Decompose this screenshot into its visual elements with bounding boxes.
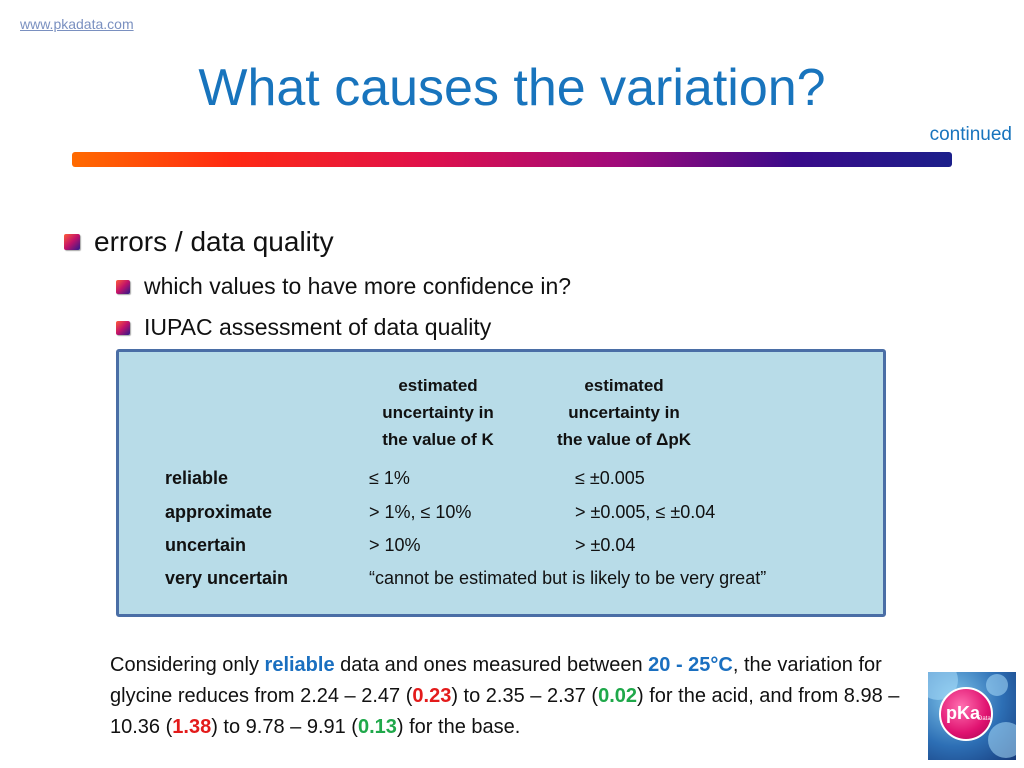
row-k-value: > 1%, ≤ 10% xyxy=(369,502,472,522)
bullet-main: errors / data quality xyxy=(64,226,334,258)
row-label: uncertain xyxy=(165,535,247,555)
header-line: estimated xyxy=(398,376,478,395)
row-dpk-value: > ±0.04 xyxy=(575,535,636,555)
note-highlight-reliable: reliable xyxy=(264,654,335,676)
header-line: uncertainty in xyxy=(382,403,494,422)
bullet-square-icon xyxy=(64,234,80,250)
note-text: data and ones measured between xyxy=(334,654,649,676)
note-value-green: 0.13 xyxy=(357,716,397,738)
note-value-green: 0.02 xyxy=(598,685,638,707)
header-line: estimated xyxy=(584,376,664,395)
bullet-square-icon xyxy=(116,279,130,294)
row-k-value: ≤ 1% xyxy=(369,468,410,488)
site-link[interactable]: www.pkadata.com xyxy=(20,16,134,32)
note-highlight-temp: 20 - 25°C xyxy=(648,654,733,676)
bullet-main-text: errors / data quality xyxy=(94,226,334,257)
logo-disc-icon xyxy=(939,687,993,741)
header-line: the value of K xyxy=(382,430,494,449)
note-text: ) to 9.78 – 9.91 ( xyxy=(211,716,358,738)
row-k-value: > 10% xyxy=(369,535,421,555)
logo-subtext: Data xyxy=(978,716,991,722)
row-k-value: “cannot be estimated but is likely to be… xyxy=(369,568,767,588)
note-text: ) for the base. xyxy=(396,716,521,738)
bullet-sub-1-text: which values to have more confidence in? xyxy=(144,273,572,299)
header-line: the value of ΔpK xyxy=(556,430,692,449)
row-dpk-value: > ±0.005, ≤ ±0.04 xyxy=(575,502,716,522)
bullet-sub-1: which values to have more confidence in? xyxy=(116,273,571,300)
bubble-shape xyxy=(988,722,1016,758)
pka-data-logo: pKa Data xyxy=(928,672,1016,760)
header-line: uncertainty in xyxy=(568,403,680,422)
bullet-sub-2: IUPAC assessment of data quality xyxy=(116,314,491,341)
bubble-shape xyxy=(986,674,1008,696)
row-label: approximate xyxy=(165,502,273,522)
summary-note: Considering only reliable data and ones … xyxy=(110,650,910,743)
row-label: very uncertain xyxy=(165,568,289,588)
bullet-square-icon xyxy=(116,320,130,335)
continued-label: continued xyxy=(929,124,1012,145)
note-text: Considering only xyxy=(110,654,265,676)
logo-text: pKa xyxy=(946,703,981,723)
note-text: ) to 2.35 – 2.37 ( xyxy=(451,685,599,707)
slide-title: What causes the variation? xyxy=(198,59,826,117)
gradient-divider xyxy=(72,152,952,167)
column-header-dpk: estimated uncertainty in the value of Δp… xyxy=(529,372,719,453)
row-dpk-value: ≤ ±0.005 xyxy=(575,468,645,488)
note-text: , the variation for glycine reduces from… xyxy=(110,654,882,707)
bullet-sub-2-text: IUPAC assessment of data quality xyxy=(144,314,492,340)
column-header-k: estimated uncertainty in the value of K xyxy=(343,372,533,453)
iupac-table-box: estimated uncertainty in the value of K … xyxy=(116,349,886,617)
note-value-red: 0.23 xyxy=(412,685,452,707)
note-text: ) for the acid, and from 8.98 – 10.36 ( xyxy=(110,685,900,738)
row-label: reliable xyxy=(165,468,229,488)
note-value-red: 1.38 xyxy=(172,716,212,738)
